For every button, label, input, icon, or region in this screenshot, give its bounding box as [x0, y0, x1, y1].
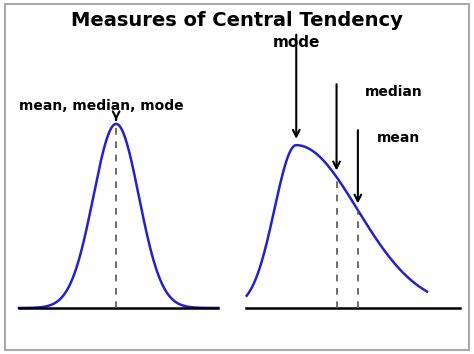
Text: median: median	[365, 85, 423, 99]
Text: mean: mean	[377, 131, 420, 145]
Text: Measures of Central Tendency: Measures of Central Tendency	[71, 11, 403, 30]
Text: mean, median, mode: mean, median, mode	[19, 99, 183, 113]
Text: mode: mode	[273, 35, 320, 50]
